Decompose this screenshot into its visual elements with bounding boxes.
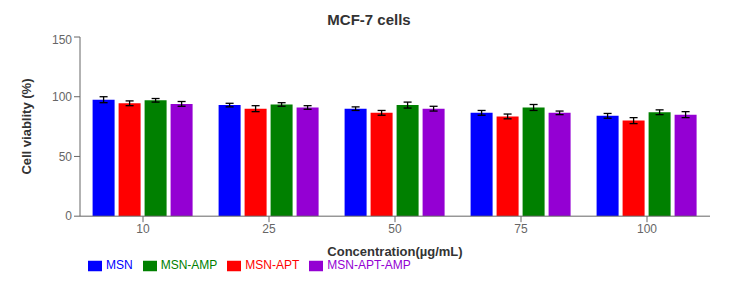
html-text:MSN: MSN	[106, 258, 133, 273]
html-text:MSN-APT-AMP: MSN-APT-AMP	[327, 258, 411, 273]
svg-text:Cell viablity (%): Cell viablity (%)	[19, 79, 34, 175]
svg-text:50: 50	[59, 150, 73, 164]
svg-text:0: 0	[65, 209, 72, 223]
html-text:MCF-7 cells: MCF-7 cells	[327, 11, 411, 28]
html-text:MSN-APT: MSN-APT	[245, 258, 300, 273]
svg-text:25: 25	[262, 222, 276, 236]
html-text:MSN-AMP: MSN-AMP	[160, 258, 218, 273]
svg-text:150: 150	[52, 33, 72, 47]
svg-text:100: 100	[52, 90, 72, 104]
svg-text:100: 100	[637, 222, 657, 236]
svg-text:Concentration(µg/mL): Concentration(µg/mL)	[327, 244, 462, 259]
svg-text:50: 50	[388, 222, 402, 236]
svg-text:75: 75	[514, 222, 528, 236]
svg-text:10: 10	[136, 222, 150, 236]
